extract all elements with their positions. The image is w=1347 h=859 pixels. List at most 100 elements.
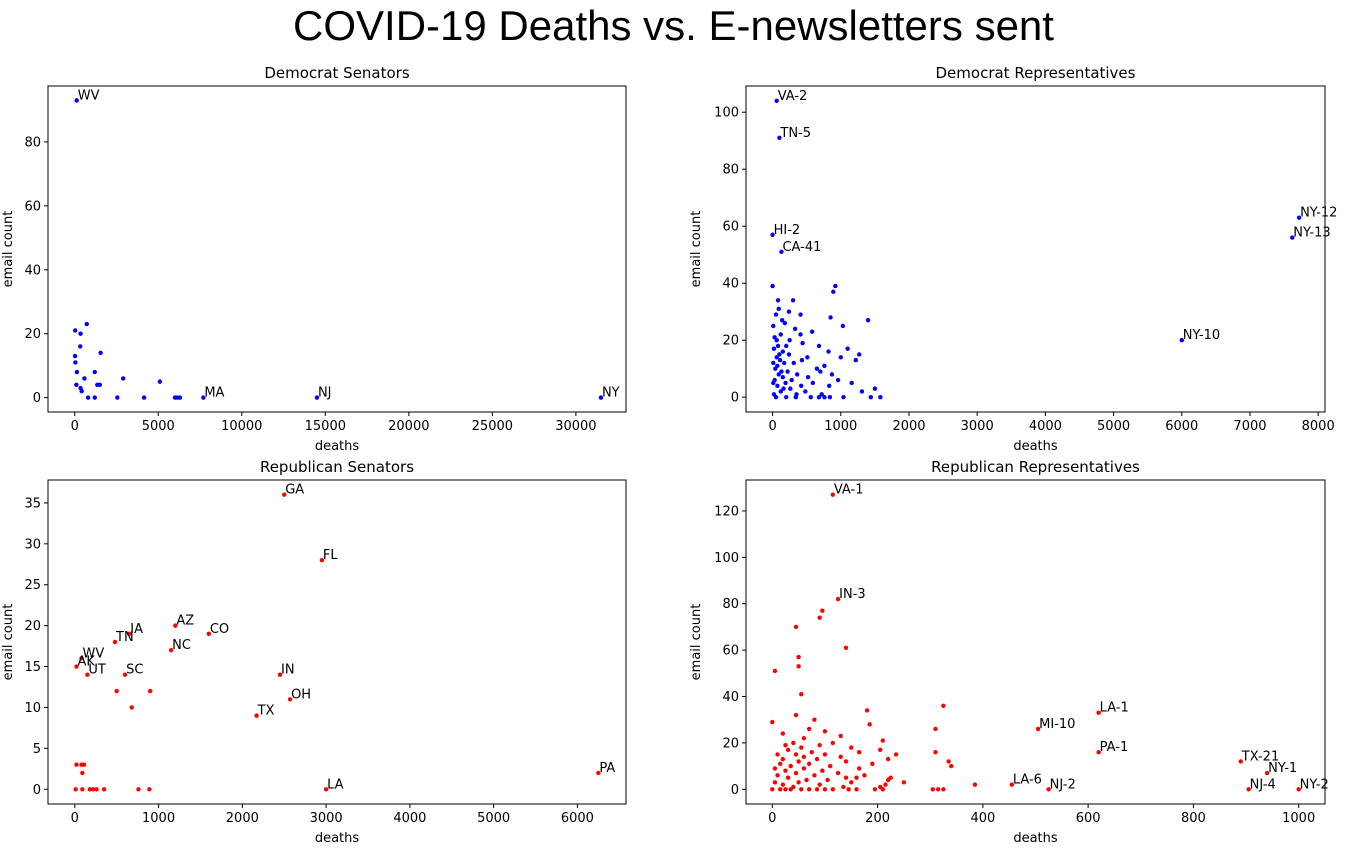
data-point [826,349,831,354]
y-axis-label: email count [1,604,16,681]
y-tick-label: 15 [24,660,41,675]
data-point [849,780,854,785]
axes-frame [745,85,1326,413]
x-tick-label: 30000 [555,419,596,434]
x-tick-label: 4000 [1029,419,1062,434]
point-label: WV [78,88,100,103]
data-point [849,745,854,750]
data-point [835,770,841,776]
data-point [78,344,83,349]
data-point [779,369,784,374]
data-point [814,787,820,792]
point-label: IN [281,663,295,678]
x-axis-label: deaths [315,831,360,846]
data-point [792,326,798,331]
data-point [822,787,828,792]
point-label: AK [77,655,95,670]
data-point [79,389,84,394]
data-point [785,775,791,780]
y-tick-label: 100 [714,551,739,566]
y-tick-label: 30 [24,537,41,552]
data-point [840,323,846,329]
data-point [98,350,103,356]
data-point [770,787,775,792]
data-point [147,787,152,792]
x-tick-label: 1000 [1282,811,1315,826]
point-label: SC [126,663,143,678]
data-point [74,762,79,767]
x-tick-label: 6000 [561,811,594,826]
data-point [885,756,891,762]
y-tick-label: 20 [722,334,739,349]
data-point [92,395,97,400]
y-tick-label: 60 [722,644,739,659]
data-point [809,749,814,755]
data-point [833,283,838,289]
data-point [854,787,859,792]
data-point [778,389,783,394]
data-point [287,697,293,702]
data-point [872,386,878,391]
data-point [806,787,812,792]
data-point [779,249,784,255]
data-point [796,654,801,660]
x-tick-label: 600 [1076,811,1101,826]
data-point [282,492,287,497]
data-point [846,787,851,792]
data-point [856,749,862,755]
y-tick-label: 80 [722,163,739,178]
data-point [771,346,777,351]
point-label: NY-1 [1268,761,1297,776]
data-point [843,645,849,650]
point-label: AZ [176,614,194,629]
data-point [799,787,804,792]
data-point [777,357,783,363]
data-point [796,759,801,764]
data-point [793,394,798,400]
data-point [812,717,817,722]
point-label: TX [257,704,275,719]
data-point [87,787,93,792]
point-label: MA [204,386,224,401]
data-point [120,376,126,381]
data-point [806,761,812,766]
data-point [808,394,813,400]
data-point [78,331,83,336]
data-point [812,773,817,778]
data-point [816,394,822,400]
x-tick-label: 1000 [142,811,175,826]
data-point [775,343,781,349]
point-label: FL [323,548,338,563]
x-tick-label: 0 [71,811,79,826]
data-point [801,766,807,771]
data-point [829,372,835,377]
subplot-title: Democrat Senators [264,64,409,82]
x-tick-label: 800 [1181,811,1206,826]
data-point [74,369,80,375]
x-tick-label: 8000 [1302,419,1335,434]
data-point [85,672,90,677]
data-point [114,688,119,694]
data-point [786,352,792,357]
x-tick-label: 6000 [1165,419,1198,434]
data-point [774,355,779,360]
data-point [788,763,793,769]
data-point [277,672,283,677]
point-label: TN-5 [779,126,811,141]
data-point [791,740,796,746]
data-point [82,376,87,381]
data-point [112,639,118,645]
data-point [141,395,147,400]
data-point [127,631,132,637]
data-point [835,377,841,383]
data-point [820,608,825,613]
data-point [80,770,85,776]
x-tick-label: 0 [768,419,776,434]
y-tick-label: 60 [24,199,41,214]
x-tick-label: 15000 [305,419,346,434]
data-point [822,752,828,757]
data-point [254,713,259,718]
data-point [1009,782,1015,787]
point-label: VA-2 [778,89,808,104]
data-point [865,318,871,323]
